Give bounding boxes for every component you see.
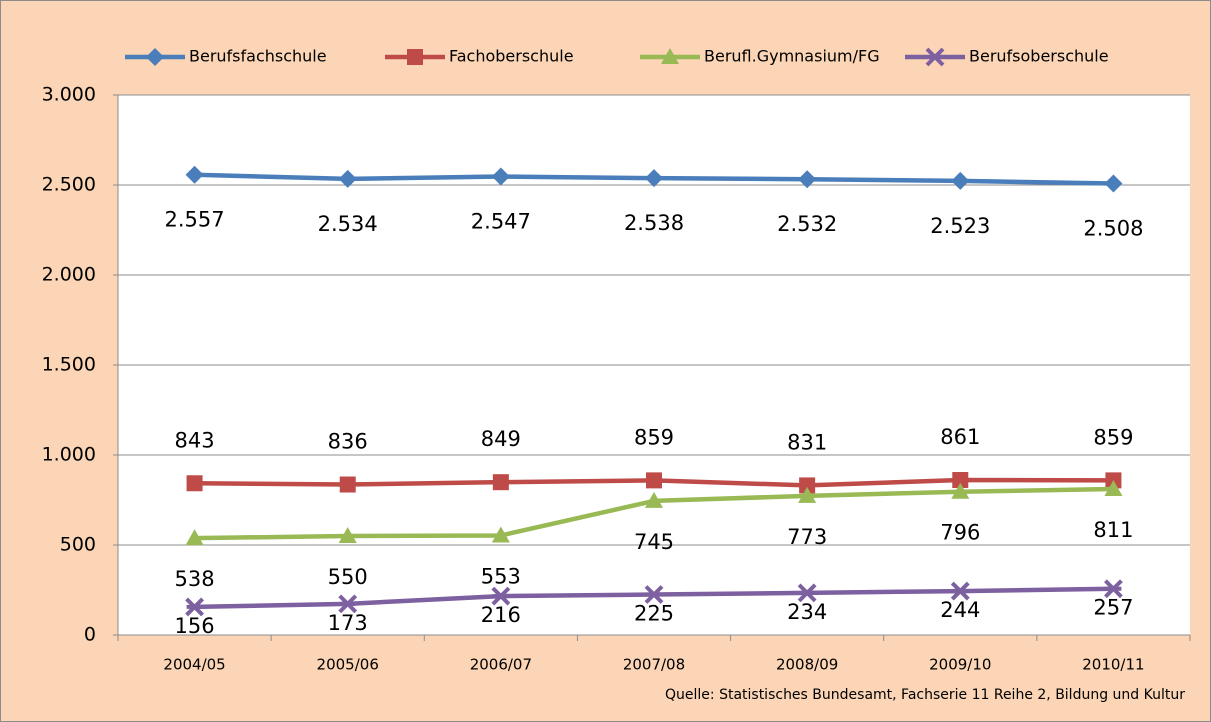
data-label: 831	[787, 430, 827, 454]
marker	[950, 581, 970, 601]
marker	[952, 472, 969, 489]
y-tick-label: 0	[84, 624, 96, 646]
data-label: 859	[634, 425, 674, 449]
marker	[491, 167, 510, 186]
data-label: 2.547	[471, 210, 531, 234]
marker	[492, 474, 509, 491]
legend-label: Fachoberschule	[449, 47, 574, 66]
legend-label: Berufsfachschule	[189, 47, 327, 66]
data-label: 2.538	[624, 211, 684, 235]
x-tick-label: 2007/08	[623, 656, 685, 674]
data-label: 849	[481, 427, 521, 451]
marker	[797, 583, 817, 603]
marker	[1104, 579, 1123, 599]
marker	[186, 475, 203, 492]
y-tick-label: 3.000	[42, 84, 96, 106]
source-note: Quelle: Statistisches Bundesamt, Fachser…	[665, 687, 1185, 703]
data-label: 836	[328, 430, 368, 454]
marker	[339, 476, 356, 493]
marker	[185, 597, 204, 617]
marker	[661, 48, 679, 64]
data-label: 257	[1093, 596, 1133, 620]
data-label: 773	[787, 525, 827, 549]
marker	[951, 482, 970, 499]
data-label: 843	[175, 428, 215, 452]
x-tick-label: 2008/09	[776, 656, 838, 674]
legend-label: Berufsoberschule	[969, 47, 1109, 66]
data-label: 2.523	[930, 214, 990, 238]
x-tick-label: 2004/05	[163, 656, 225, 674]
data-label: 2.532	[777, 212, 837, 236]
marker	[1104, 174, 1123, 193]
y-tick-label: 2.000	[42, 264, 96, 286]
y-tick-label: 500	[60, 534, 96, 556]
data-label: 216	[481, 603, 521, 627]
data-label: 796	[940, 521, 980, 545]
marker	[146, 48, 164, 66]
data-label: 2.534	[318, 212, 378, 236]
marker	[185, 529, 204, 546]
marker	[644, 585, 664, 604]
marker	[338, 527, 357, 543]
data-label: 2.508	[1083, 217, 1143, 241]
data-label: 859	[1093, 425, 1133, 449]
data-label: 861	[940, 425, 980, 449]
marker	[925, 47, 945, 67]
data-label: 745	[634, 530, 674, 554]
y-tick-label: 1.000	[42, 444, 96, 466]
data-label: 156	[175, 614, 215, 638]
data-label: 234	[787, 600, 827, 624]
marker	[491, 586, 511, 606]
legend-label: Berufl.Gymnasium/FG	[704, 47, 880, 66]
marker	[645, 491, 663, 508]
marker	[645, 169, 663, 188]
marker	[185, 165, 204, 184]
data-label: 550	[328, 565, 368, 589]
x-tick-label: 2010/11	[1082, 656, 1144, 674]
marker	[338, 169, 357, 188]
marker	[798, 486, 817, 503]
x-tick-label: 2009/10	[929, 656, 991, 674]
data-label: 811	[1093, 518, 1133, 542]
marker	[1104, 480, 1123, 497]
data-label: 538	[175, 567, 215, 591]
y-tick-label: 1.500	[42, 354, 96, 376]
data-label: 244	[940, 598, 980, 622]
marker	[951, 171, 970, 190]
y-tick-label: 2.500	[42, 174, 96, 196]
marker	[338, 594, 358, 614]
marker	[799, 477, 816, 494]
x-tick-label: 2005/06	[317, 656, 379, 674]
x-tick-label: 2006/07	[470, 656, 532, 674]
data-label: 225	[634, 602, 674, 626]
marker	[646, 472, 662, 489]
marker	[491, 526, 510, 543]
data-label: 173	[328, 611, 368, 635]
data-label: 2.557	[165, 208, 225, 232]
marker	[798, 170, 817, 189]
marker	[407, 49, 423, 65]
data-label: 553	[481, 564, 521, 588]
